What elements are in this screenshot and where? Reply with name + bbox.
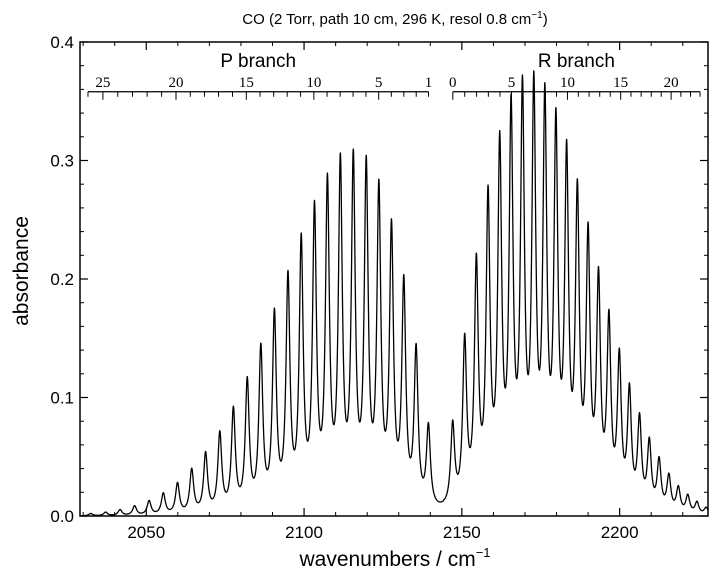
p-branch-ruler-label: 25 [95,75,110,91]
y-tick-label: 0.0 [50,507,74,526]
spectrum-line [79,70,709,517]
chart-title-text: CO (2 Torr, path 10 cm, 296 K, resol 0.8… [242,11,531,28]
x-tick-label: 2050 [127,523,165,542]
x-tick-label: 2200 [601,523,639,542]
x-axis-label-superscript: −1 [476,545,491,560]
x-axis-label: wavenumbers / cm−1 [298,545,490,571]
p-branch-ruler-label: 10 [306,75,321,91]
x-tick-label: 2100 [285,523,323,542]
chart-title: CO (2 Torr, path 10 cm, 296 K, resol 0.8… [242,10,547,28]
r-branch-ruler-label: 10 [560,75,575,91]
r-branch-ruler-label: 20 [664,75,679,91]
x-axis-label-text: wavenumbers / cm [298,548,475,571]
r-branch-ruler-label: 0 [449,75,457,91]
r-branch-ruler-label: 15 [613,75,628,91]
y-tick-label: 0.2 [50,270,74,289]
p-branch-ruler-label: 15 [239,75,254,91]
p-branch-ruler-label: 20 [168,75,183,91]
y-tick-label: 0.1 [50,389,74,408]
r-branch-label: R branch [538,51,615,72]
y-tick-label: 0.4 [50,33,74,52]
p-branch-ruler-label: 5 [375,75,383,91]
y-tick-label: 0.3 [50,152,74,171]
r-branch-ruler-label: 5 [508,75,516,91]
chart-title-suffix: ) [543,11,548,28]
p-branch-label: P branch [220,51,296,72]
y-axis-label: absorbance [10,216,33,326]
x-tick-label: 2150 [443,523,481,542]
p-branch-ruler-label: 1 [425,75,433,91]
chart-title-superscript: −1 [531,10,543,21]
